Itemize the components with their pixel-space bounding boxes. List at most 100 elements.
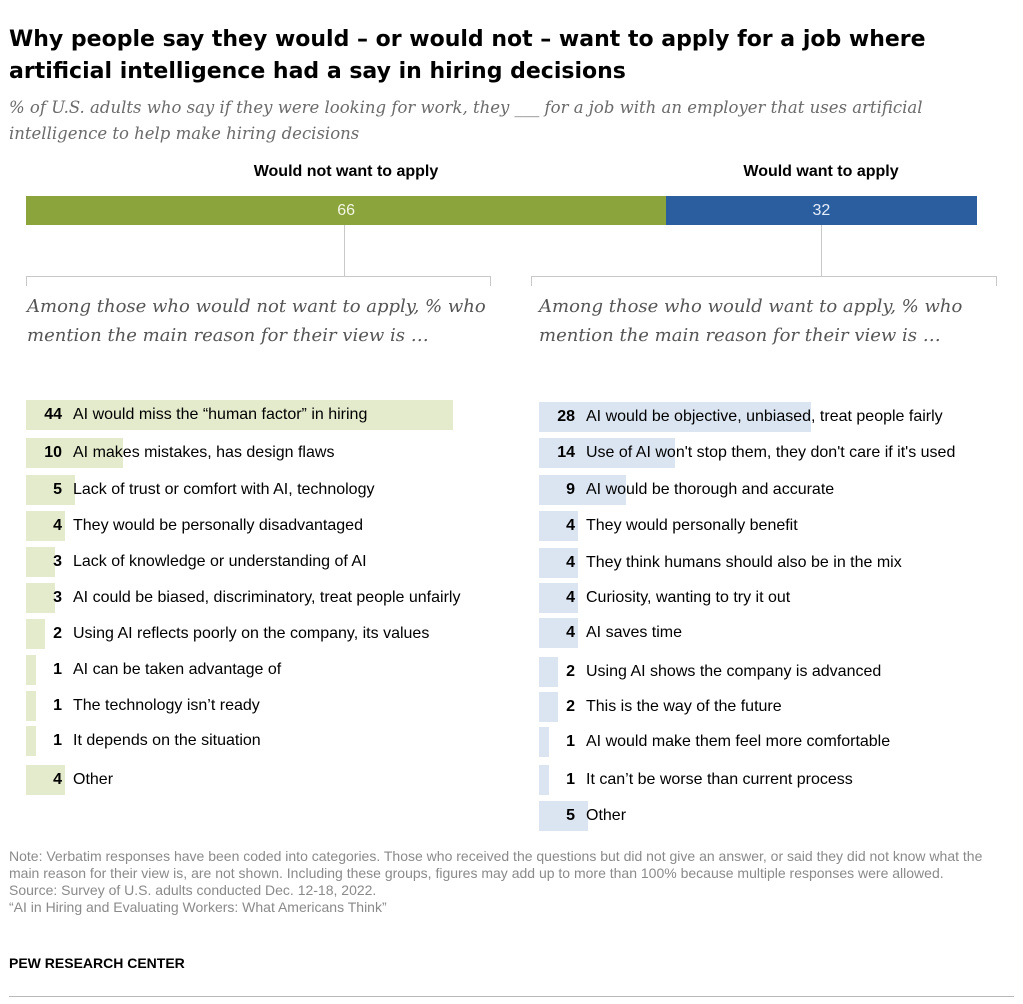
header-apply: Would want to apply (666, 163, 976, 181)
right-reason-row: 4 They think humans should also be in the… (539, 548, 1019, 578)
report-title: “AI in Hiring and Evaluating Workers: Wh… (9, 899, 387, 915)
chart-subtitle: % of U.S. adults who say if they were lo… (9, 98, 923, 143)
left-reason-row: 44 AI would miss the “human factor” in hi… (26, 400, 506, 430)
left-reason-bar (26, 400, 453, 430)
right-reason-value: 5 (566, 807, 575, 824)
left-reason-row: 3 AI could be biased, discriminatory, tre… (26, 583, 506, 613)
left-reason-row: 3 Lack of knowledge or understanding of A… (26, 547, 506, 577)
connector-left-rule (26, 276, 491, 277)
left-reason-label: AI can be taken advantage of (73, 661, 282, 678)
right-reason-label: Other (586, 807, 627, 824)
left-reason-bar (26, 583, 56, 613)
right-reason-row: 2 This is the way of the future (539, 692, 1019, 722)
bottom-rule (9, 996, 1014, 997)
left-reason-row: 5 Lack of trust or comfort with AI, techn… (26, 475, 506, 505)
right-reason-value: 14 (557, 444, 575, 461)
left-reason-value: 3 (53, 589, 62, 606)
right-reason-row: 9 AI would be thorough and accurate (539, 475, 1019, 505)
connector-left-stem (344, 225, 345, 277)
left-reason-label: It depends on the situation (73, 732, 261, 749)
right-reason-row: 4 They would personally benefit (539, 511, 1019, 541)
bar-not-apply: 66 (26, 196, 667, 225)
left-reason-row: 4 Other (26, 765, 506, 795)
right-reason-bar (539, 727, 549, 757)
bar-apply: 32 (666, 196, 977, 225)
right-reason-value: 2 (566, 663, 575, 680)
left-reason-bar (26, 765, 65, 795)
right-reason-value: 2 (566, 698, 575, 715)
left-reason-value: 1 (53, 732, 62, 749)
left-reason-label: AI could be biased, discriminatory, trea… (73, 589, 461, 606)
left-reason-label: Other (73, 771, 114, 788)
header-apply-text: Would want to apply (743, 163, 899, 180)
left-reason-bar (26, 547, 56, 577)
left-reason-label: They would be personally disadvantaged (73, 517, 363, 534)
left-reason-row: 10 AI makes mistakes, has design flaws (26, 438, 506, 468)
left-reason-label: Lack of trust or comfort with AI, techno… (73, 481, 375, 498)
bar-not-apply-value: 66 (337, 202, 355, 219)
right-panel-header: Among those who would want to apply, % w… (539, 296, 963, 346)
right-reason-bar (539, 765, 549, 795)
left-reason-bar (26, 726, 36, 756)
right-reason-bar (539, 801, 588, 831)
right-reason-row: 4 AI saves time (539, 618, 1019, 648)
chart-title: Why people say they would – or would not… (9, 27, 926, 84)
right-reason-row: 2 Using AI shows the company is advanced (539, 657, 1019, 687)
connector-right-rule (531, 276, 997, 277)
left-reason-value: 5 (53, 481, 62, 498)
header-not-apply-text: Would not want to apply (253, 163, 439, 180)
note-text: Note: Verbatim responses have been coded… (9, 848, 983, 881)
right-reason-row: 1 It can’t be worse than current process (539, 765, 1019, 795)
right-reason-label: They would personally benefit (586, 517, 798, 534)
left-reason-label: AI makes mistakes, has design flaws (73, 444, 335, 461)
left-reason-value: 3 (53, 553, 62, 570)
left-reason-label: AI would miss the “human factor” in hiri… (73, 406, 368, 423)
right-reason-value: 4 (566, 624, 575, 641)
left-reason-label: Lack of knowledge or understanding of AI (73, 553, 367, 570)
left-reason-value: 10 (44, 444, 62, 461)
left-reason-bar (26, 511, 65, 541)
right-reason-bar (539, 548, 578, 578)
left-reason-bar (26, 619, 46, 649)
right-reason-bar (539, 657, 559, 687)
right-reason-bar (539, 402, 811, 432)
right-reason-row: 4 Curiosity, wanting to try it out (539, 583, 1019, 613)
bar-apply-value: 32 (812, 202, 831, 219)
right-reason-label: It can’t be worse than current process (586, 771, 853, 788)
right-reason-bar (539, 511, 578, 541)
right-reason-value: 1 (566, 771, 575, 788)
right-reason-label: AI would be thorough and accurate (586, 481, 835, 498)
left-reason-value: 2 (53, 625, 62, 642)
right-reason-value: 4 (566, 589, 575, 606)
left-reason-value: 4 (53, 517, 62, 534)
left-reason-bar (26, 655, 36, 685)
right-reason-label: They think humans should also be in the … (586, 554, 902, 571)
left-reason-value: 1 (53, 697, 62, 714)
right-reason-value: 4 (566, 517, 575, 534)
right-reason-label: AI would be objective, unbiased, treat p… (586, 408, 943, 425)
source-text: Source: Survey of U.S. adults conducted … (9, 882, 377, 898)
right-reason-label: Using AI shows the company is advanced (586, 663, 882, 680)
right-reason-bar (539, 583, 578, 613)
right-reason-row: 28 AI would be objective, unbiased, treat… (539, 402, 1019, 432)
right-reason-value: 28 (557, 408, 575, 425)
pew-logo: PEW RESEARCH CENTER (9, 955, 185, 971)
left-reason-bar (26, 691, 36, 721)
left-reason-value: 1 (53, 661, 62, 678)
right-reason-label: This is the way of the future (586, 698, 782, 715)
right-reason-value: 9 (566, 481, 575, 498)
connector-right-tick-b (996, 276, 997, 286)
header-not-apply: Would not want to apply (26, 163, 666, 181)
right-reason-bar (539, 475, 627, 505)
left-reason-label: The technology isn’t ready (73, 697, 260, 714)
right-reason-label: AI saves time (586, 624, 683, 641)
right-reason-value: 1 (566, 733, 575, 750)
connector-left-tick-b (490, 276, 491, 286)
right-reason-bar (539, 438, 675, 468)
left-reason-row: 1 AI can be taken advantage of (26, 655, 506, 685)
right-reason-bar (539, 692, 559, 722)
right-reason-row: 14 Use of AI won't stop them, they don't … (539, 438, 1019, 468)
connector-left-tick-a (26, 276, 27, 286)
right-reason-bar (539, 618, 578, 648)
left-reason-row: 1 It depends on the situation (26, 726, 506, 756)
